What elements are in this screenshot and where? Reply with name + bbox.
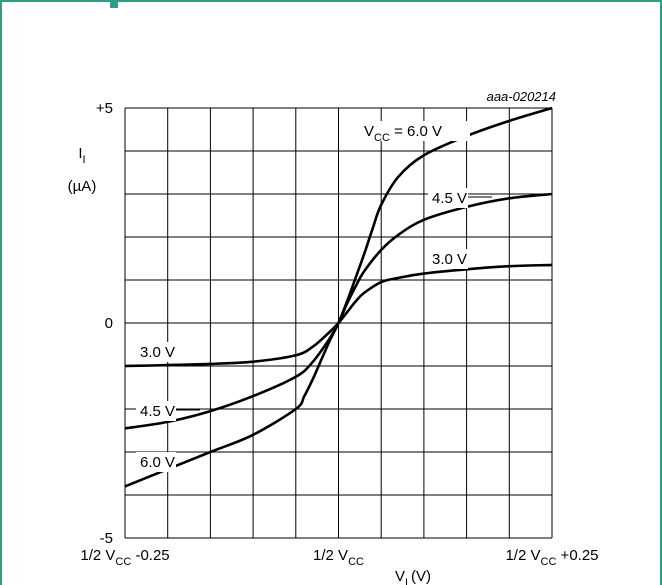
x-tick-label: 1/2 VCC xyxy=(313,547,364,568)
frame-accent-mark xyxy=(110,0,118,8)
y-axis-symbol: II xyxy=(78,145,85,166)
curve-series-1 xyxy=(124,192,553,430)
grid xyxy=(124,107,553,539)
curve-series-2 xyxy=(124,263,553,368)
curve-label-4: 4.5 V xyxy=(140,403,175,420)
tick-labels: +5 0 -51/2 VCC -0.25 1/2 VCC 1/2 VCC +0.25 xyxy=(80,100,598,568)
curve-labels: VCC = 6.0 V 4.5 V 3.0 V 3.0 V 4.5 V 6.0 V xyxy=(136,121,492,472)
curve-label-3: 3.0 V xyxy=(140,344,175,361)
curve-label-bg xyxy=(136,342,176,362)
curve-label-0: VCC = 6.0 V xyxy=(364,123,442,144)
y-tick-label: 0 xyxy=(105,315,113,332)
curve-label-5: 6.0 V xyxy=(140,454,175,471)
y-axis-unit: (µA) xyxy=(68,178,97,195)
y-tick-label: -5 xyxy=(100,530,113,547)
curve-label-2: 3.0 V xyxy=(432,251,467,268)
curve-label-bg xyxy=(428,188,468,208)
curve-label-bg xyxy=(360,121,470,141)
curves xyxy=(124,106,553,488)
x-tick-label: 1/2 VCC +0.25 xyxy=(505,547,598,568)
x-axis-label: VI (V) xyxy=(395,568,431,585)
curve-label-bg xyxy=(428,249,468,269)
curve-label-bg xyxy=(136,452,176,472)
curve-label-bg xyxy=(136,401,176,421)
figure-code: aaa-020214 xyxy=(487,89,556,104)
x-tick-label: 1/2 VCC -0.25 xyxy=(80,547,169,568)
y-tick-label: +5 xyxy=(96,100,113,117)
curve-label-1: 4.5 V xyxy=(432,190,467,207)
